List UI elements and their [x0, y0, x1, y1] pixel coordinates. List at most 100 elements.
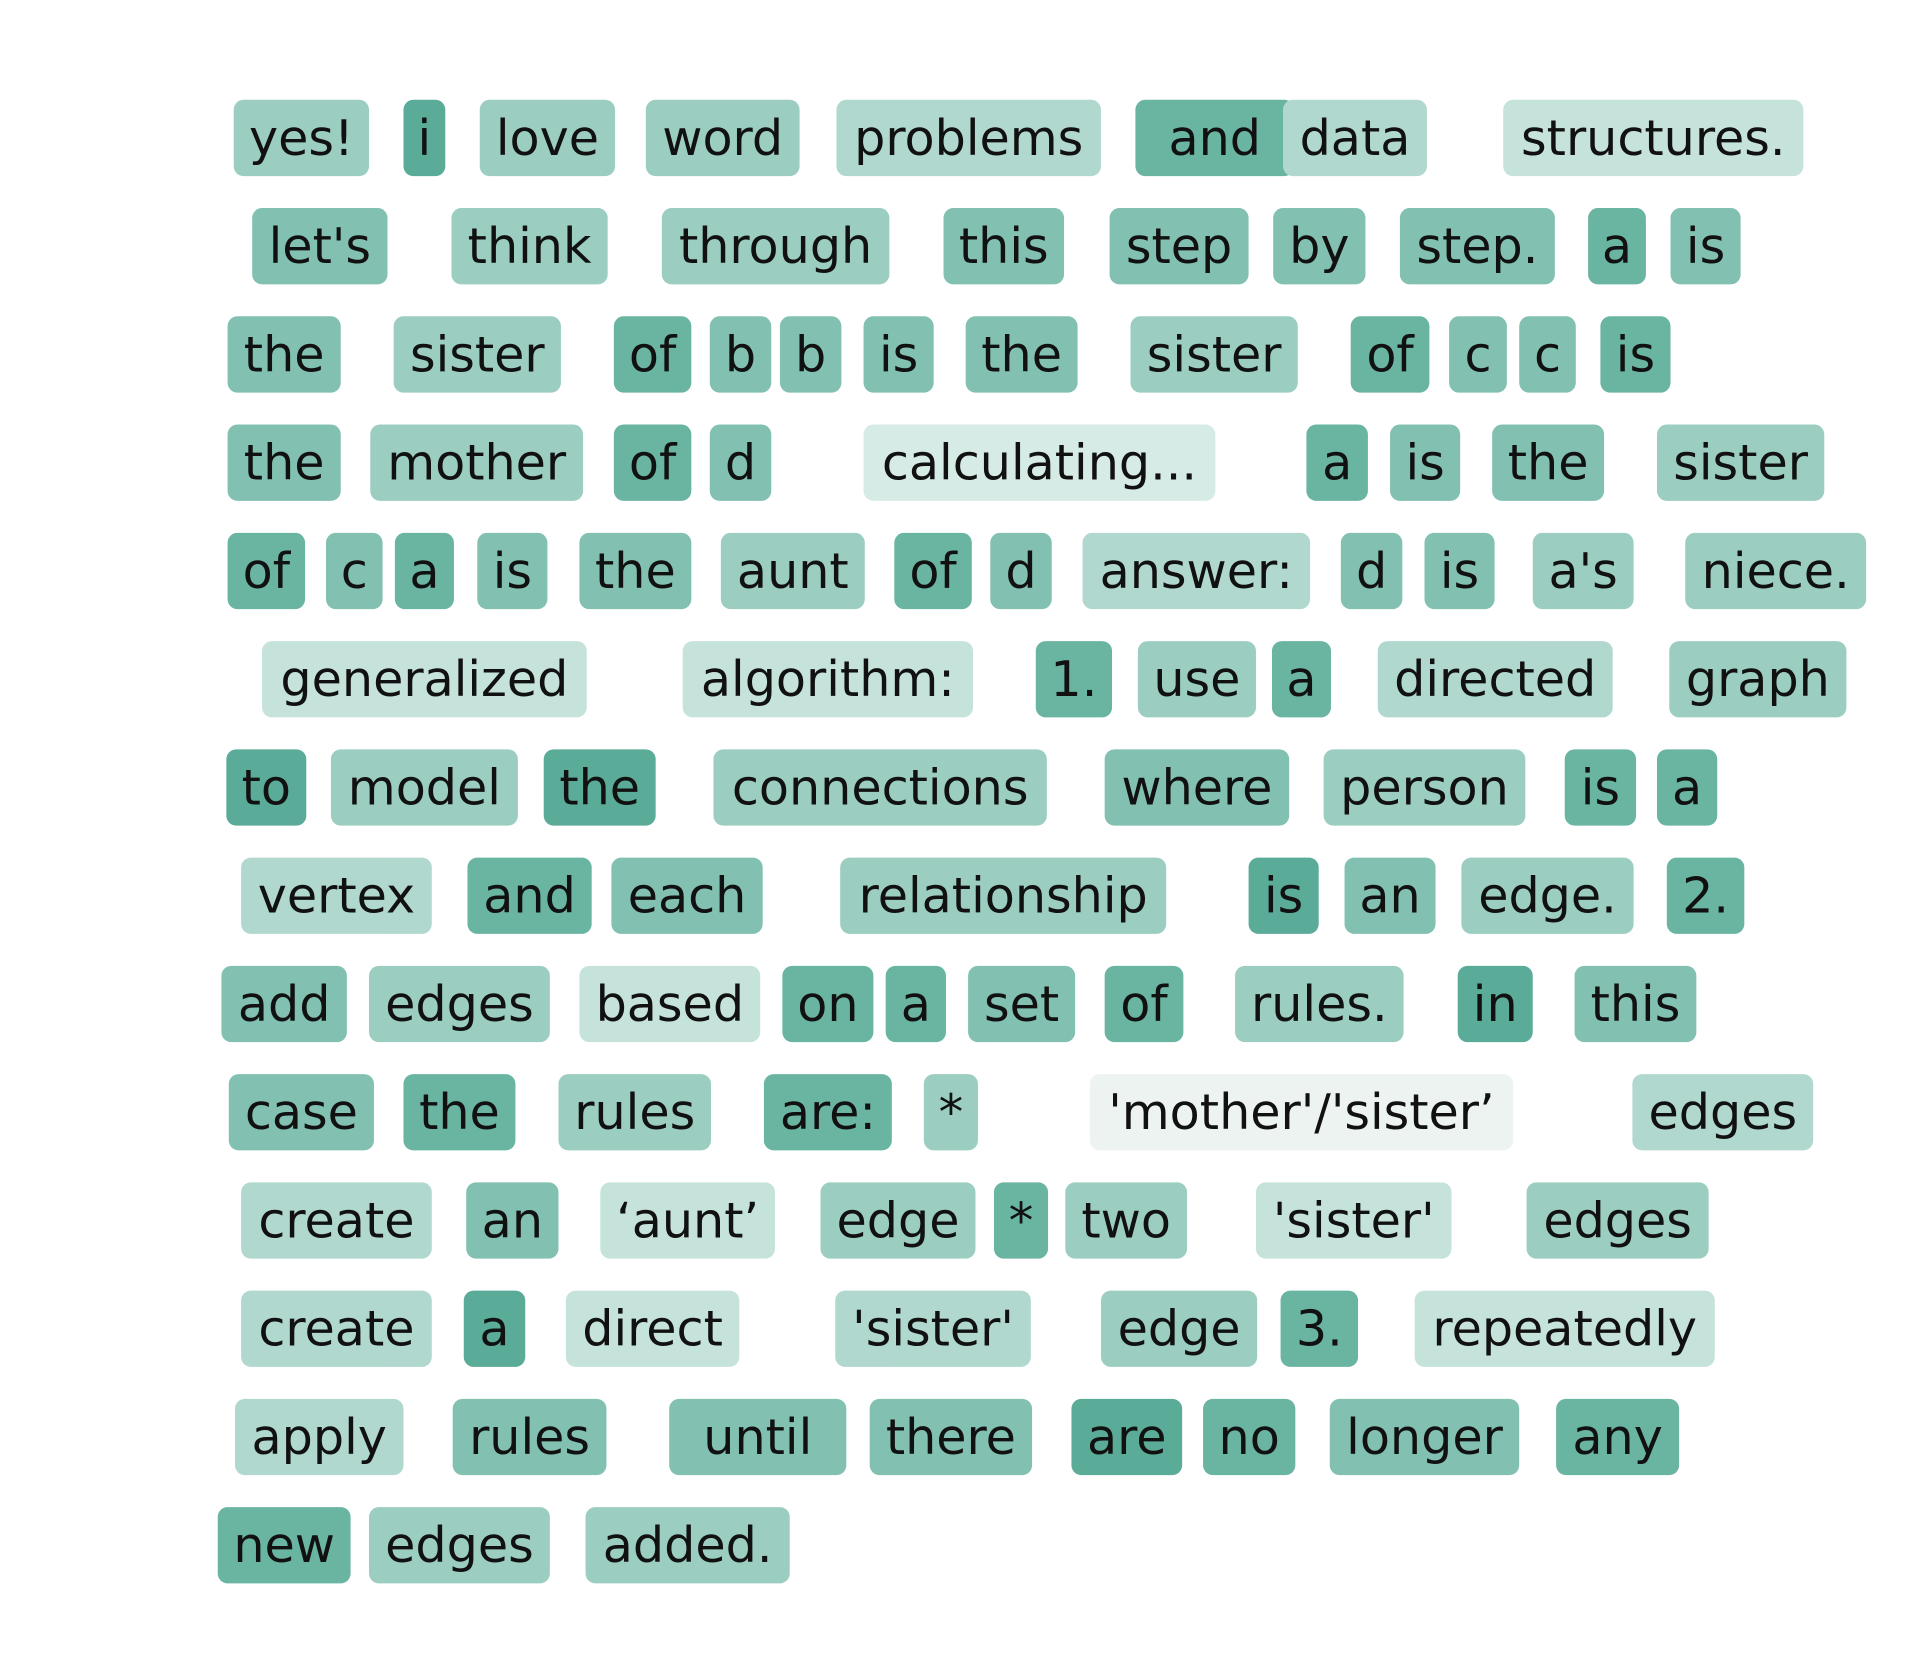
token-text: rules.: [1251, 975, 1388, 1033]
token-text: sister: [1147, 325, 1282, 383]
token-box: [234, 1398, 404, 1476]
token-text: the: [419, 1083, 500, 1141]
token-text: love: [496, 109, 599, 167]
token-box: [968, 965, 1076, 1043]
token-box: [241, 857, 432, 934]
token-text: added.: [603, 1516, 773, 1574]
token-box: [1104, 965, 1184, 1043]
token-box: [221, 965, 347, 1043]
token-text: the: [559, 758, 640, 816]
token-text: ‘aunt’: [616, 1191, 759, 1249]
token-box: [241, 1290, 432, 1367]
token-box: [1656, 749, 1718, 826]
token-text: problems: [854, 109, 1083, 167]
token-text: c: [1534, 325, 1561, 383]
token-text: aunt: [737, 542, 849, 600]
token-text: create: [258, 1191, 414, 1249]
token-box: [709, 424, 772, 501]
token-box: [1685, 532, 1867, 610]
token-text: c: [341, 542, 368, 600]
token-box: [233, 99, 370, 177]
token-box: [1526, 1182, 1709, 1259]
token-box: [1390, 424, 1461, 501]
token-text: the: [595, 542, 676, 600]
token-box: [1109, 208, 1249, 285]
token-text: longer: [1346, 1408, 1503, 1466]
token-box: [227, 424, 341, 501]
token-box: [894, 532, 972, 610]
token-box: [863, 316, 934, 393]
token-text: graph: [1686, 650, 1830, 708]
token-box: [611, 857, 763, 934]
token-box: [1532, 532, 1634, 610]
token-text: there: [886, 1408, 1016, 1466]
token-text: of: [629, 434, 678, 492]
token-box: [713, 749, 1047, 826]
token-box: [1424, 532, 1495, 610]
token-text: of: [243, 542, 292, 600]
token-text: is: [1440, 542, 1479, 600]
token-box: [330, 749, 518, 826]
token-box: [394, 532, 454, 610]
token-text: niece.: [1702, 542, 1850, 600]
token-text: edges: [385, 1516, 534, 1574]
token-box: [226, 749, 307, 826]
token-box: [585, 1507, 790, 1584]
token-text: connections: [732, 758, 1029, 816]
token-box: [863, 424, 1216, 501]
token-box: [463, 1290, 526, 1367]
token-box: [943, 208, 1065, 285]
token-box: [1306, 424, 1368, 501]
token-box: [1564, 749, 1637, 826]
token-text: an: [1359, 867, 1420, 925]
token-text: 'sister': [852, 1300, 1014, 1358]
token-text: until: [703, 1408, 812, 1466]
token-box: [1344, 857, 1436, 934]
token-text: step.: [1416, 217, 1538, 275]
token-text: is: [1581, 758, 1620, 816]
token-text: edge.: [1478, 867, 1617, 925]
token-box: [1203, 1398, 1296, 1476]
token-text: let's: [269, 217, 371, 275]
token-text: i: [418, 109, 432, 167]
token-box: [1556, 1398, 1680, 1476]
token-text: answer:: [1100, 542, 1293, 600]
token-text: is: [493, 542, 532, 600]
token-text: *: [939, 1083, 964, 1141]
token-text: calculating...: [882, 434, 1197, 492]
token-box: [228, 1074, 374, 1151]
token-text: new: [233, 1516, 335, 1574]
token-box: [779, 316, 842, 393]
token-text: 'sister': [1273, 1191, 1435, 1249]
token-box: [543, 749, 656, 826]
token-text: direct: [582, 1300, 723, 1358]
token-box: [1632, 1074, 1814, 1151]
token-box: [1457, 965, 1533, 1043]
token-text: is: [1686, 217, 1725, 275]
token-box: [763, 1074, 892, 1151]
token-text: 'mother'/'sister’: [1108, 1083, 1494, 1141]
token-box: [579, 965, 761, 1043]
token-text: b: [725, 325, 756, 383]
token-box: [1089, 1074, 1514, 1151]
token-text: step: [1126, 217, 1232, 275]
token-text: a: [1672, 758, 1702, 816]
token-box: [720, 532, 865, 610]
token-text: no: [1219, 1408, 1280, 1466]
token-box: [1255, 1182, 1452, 1259]
token-text: of: [909, 542, 958, 600]
token-box: [1399, 208, 1555, 285]
token-text: the: [244, 434, 325, 492]
token-text: apply: [252, 1408, 387, 1466]
token-text: the: [1508, 434, 1589, 492]
token-box: [1666, 857, 1745, 934]
token-text: and: [483, 867, 576, 925]
token-box: [1669, 641, 1847, 718]
token-box: [820, 1182, 976, 1259]
token-box: [1461, 857, 1634, 934]
token-box: [451, 208, 608, 285]
token-text: generalized: [280, 650, 568, 708]
token-text: an: [482, 1191, 543, 1249]
token-box: [613, 424, 692, 501]
token-text: this: [1591, 975, 1681, 1033]
